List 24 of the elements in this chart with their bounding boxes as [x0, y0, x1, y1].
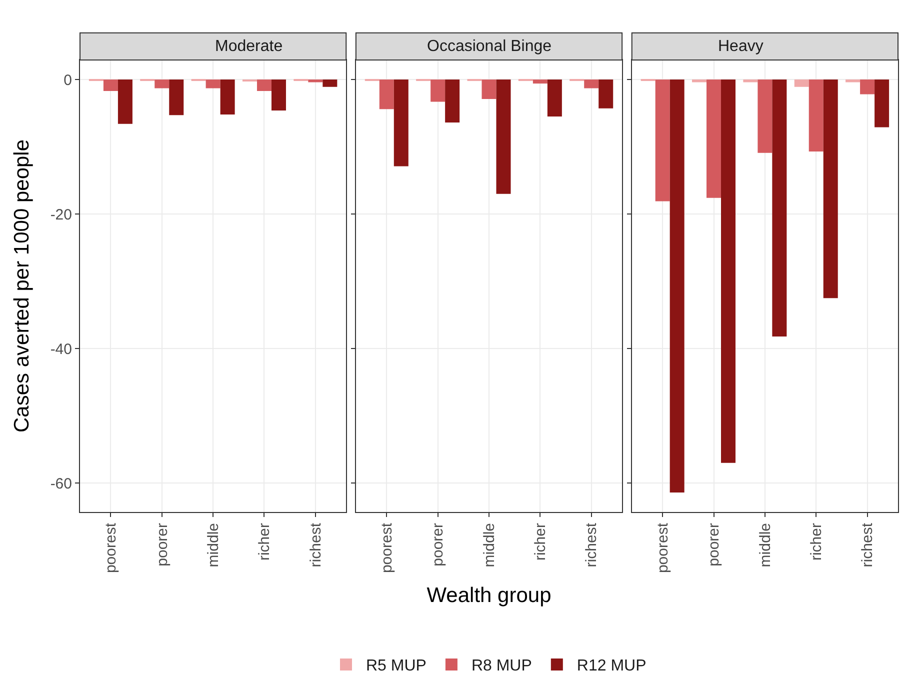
- x-tick-label: poorer: [430, 522, 447, 566]
- x-tick-label: poorer: [706, 522, 723, 566]
- x-tick-label: richest: [583, 522, 600, 568]
- chart-title: Moderate: [215, 38, 283, 55]
- x-tick-label: poorer: [154, 522, 171, 566]
- x-tick-label: poorest: [102, 522, 120, 574]
- y-tick-label: -40: [50, 340, 72, 358]
- chart-title: Occasional Binge: [427, 38, 552, 55]
- x-tick-label: middle: [204, 523, 222, 568]
- x-tick-label: richer: [532, 523, 550, 561]
- y-tick-label: -60: [50, 475, 72, 492]
- x-axis-title: Wealth group: [426, 584, 552, 608]
- x-tick-label: richer: [256, 523, 274, 561]
- chart-title: Heavy: [718, 38, 764, 55]
- x-tick-label: middle: [480, 523, 498, 568]
- x-tick-label: poorest: [378, 522, 396, 574]
- y-tick-label: -20: [50, 206, 72, 224]
- x-tick-label: middle: [756, 523, 774, 568]
- x-tick-label: richest: [859, 522, 876, 568]
- y-tick-label: 0: [64, 72, 72, 89]
- x-tick-label: richest: [307, 522, 324, 568]
- x-tick-label: richer: [808, 523, 825, 561]
- y-axis-title: Cases averted per 1000 people: [10, 139, 34, 433]
- x-tick-label: poorest: [654, 522, 672, 574]
